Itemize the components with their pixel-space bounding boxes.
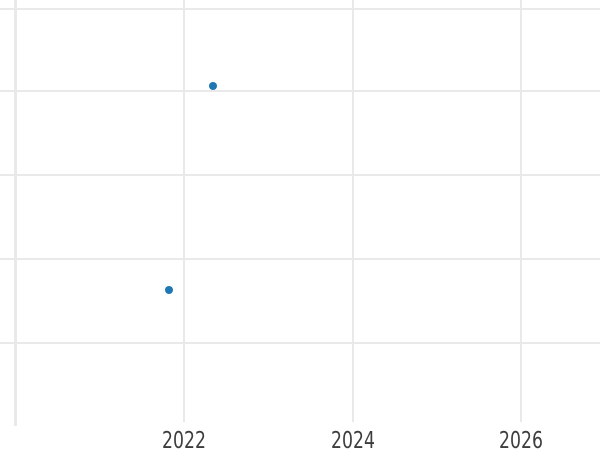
gridline-horizontal [0,342,600,344]
gridline-vertical [351,0,354,422]
x-tick-label: 2026 [499,428,543,450]
gridline-horizontal [0,174,600,176]
gridline-vertical [520,0,522,422]
data-point [208,81,217,90]
gridline-horizontal [0,8,600,10]
gridline-vertical [14,0,17,426]
gridline-vertical [183,0,185,422]
gridline-horizontal [0,258,600,260]
x-tick-label: 2022 [162,428,206,450]
data-point [164,286,173,294]
gridline-horizontal [0,90,600,92]
x-tick-label: 2024 [330,428,375,450]
